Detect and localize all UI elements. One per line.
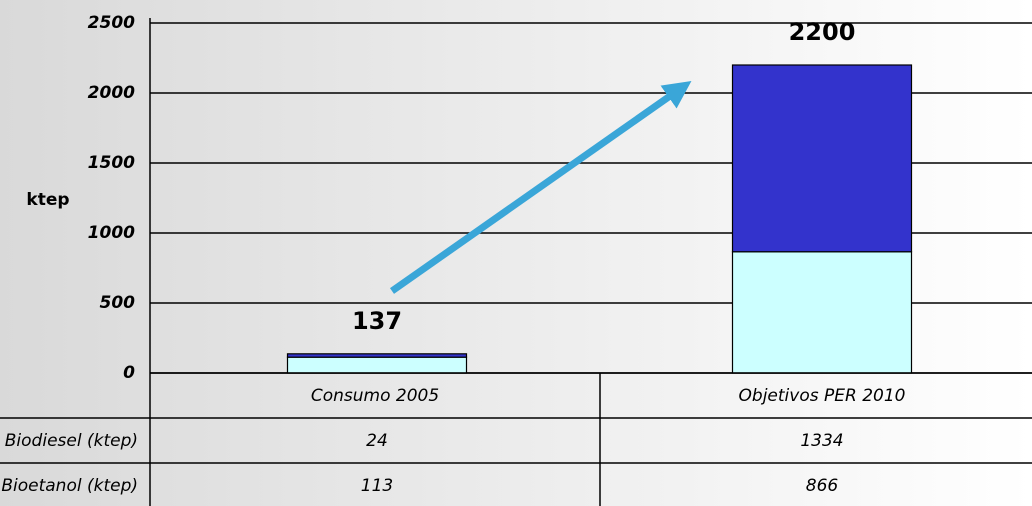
- y-tick-label: 1000: [88, 223, 135, 243]
- y-tick-label: 0: [123, 363, 135, 383]
- legend-label: Bioetanol (ktep): [1, 476, 138, 496]
- y-tick-label: 500: [100, 293, 136, 313]
- y-tick-label: 2000: [88, 83, 135, 103]
- bar-segment: [286, 353, 468, 358]
- y-axis-label: ktep: [26, 190, 69, 210]
- table-value: 113: [361, 476, 393, 496]
- table-value: 866: [806, 476, 839, 496]
- bar-segment: [731, 64, 913, 253]
- bar-segment: [286, 356, 468, 374]
- table-value: 24: [366, 431, 388, 451]
- legend-label: Biodiesel (ktep): [5, 431, 138, 451]
- table-value: 1334: [800, 431, 843, 451]
- data-table: [0, 18, 1032, 506]
- y-tick-label: 2500: [88, 13, 135, 33]
- total-label: 137: [352, 307, 402, 335]
- x-tick-label: Objetivos PER 2010: [739, 386, 906, 406]
- y-tick-label: 1500: [88, 153, 135, 173]
- bar-segment: [731, 251, 913, 374]
- total-label: 2200: [789, 18, 856, 46]
- x-tick-label: Consumo 2005: [311, 386, 439, 406]
- growth-arrow: [389, 80, 692, 294]
